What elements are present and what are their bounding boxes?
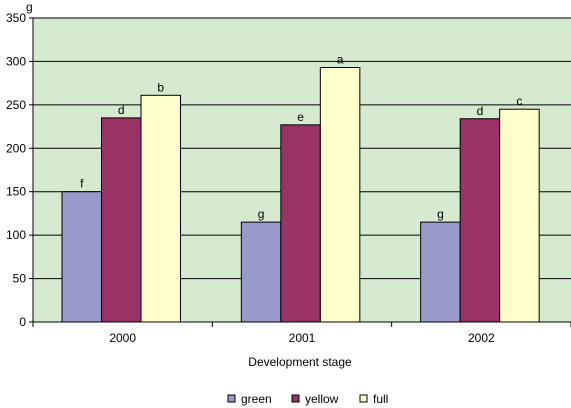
legend-label: yellow [305,392,339,406]
data-label: g [258,207,265,221]
bar [61,191,102,323]
y-tick-label: 0 [19,315,26,329]
data-label: e [297,110,304,124]
y-tick-label: 300 [6,54,26,68]
y-tick-label: 250 [6,98,26,112]
bar [459,118,501,323]
data-label: g [437,207,444,221]
bar [280,124,321,323]
bar [499,108,540,323]
y-tick-label: 350 [6,11,26,25]
data-label: a [337,53,344,67]
x-tick-label: 2001 [289,331,316,345]
data-label: c [516,94,522,108]
data-label: d [477,104,484,118]
x-tick-label: 2000 [109,331,136,345]
bar [319,67,361,323]
data-label: b [157,80,164,94]
legend-label: green [241,392,272,406]
y-tick-label: 150 [6,185,26,199]
x-axis-label: Development stage [248,355,352,369]
y-axis-label: g [26,0,33,14]
data-label: d [118,103,125,117]
legend-swatch [291,394,300,403]
y-tick-label: 100 [6,228,26,242]
legend-label: full [373,392,388,406]
legend-swatch [227,394,236,403]
bar [140,94,181,323]
data-label: f [80,177,84,191]
bar [420,221,461,323]
x-tick-label: 2002 [468,331,495,345]
legend: green yellow full [227,392,388,406]
legend-swatch [359,394,368,403]
bars: f d b g e a g d c [61,53,540,323]
y-tick-label: 50 [13,272,27,286]
bar [101,117,142,323]
y-tick-labels: 0 50 100 150 200 250 300 350 [6,11,26,329]
axes [32,18,571,327]
x-tick-labels: 2000 2001 2002 [109,331,495,345]
bar [240,221,282,323]
y-tick-label: 200 [6,141,26,155]
